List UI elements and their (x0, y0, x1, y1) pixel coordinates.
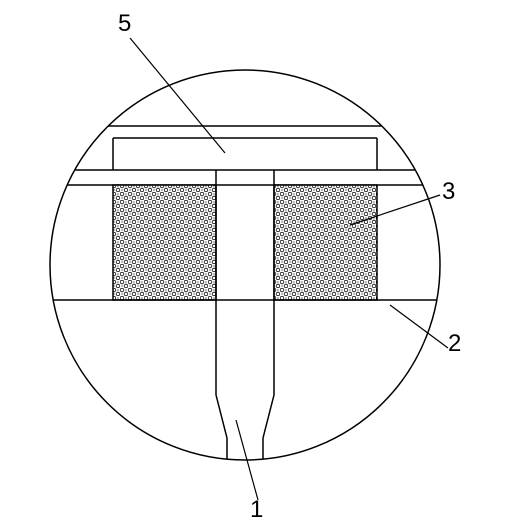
stipple-right (274, 185, 377, 300)
label-2: 2 (448, 330, 461, 358)
stipple-left (113, 185, 216, 300)
post-taper-right (263, 395, 274, 438)
label-1: 1 (250, 496, 263, 524)
diagram-svg (0, 0, 506, 527)
label-5: 5 (118, 10, 131, 38)
label-3: 3 (442, 178, 455, 206)
post-taper-left (216, 395, 227, 438)
diagram-container: 5 3 2 1 (0, 0, 506, 527)
leader-2 (390, 305, 448, 348)
leader-5 (130, 38, 225, 153)
detail-circle (50, 70, 440, 460)
